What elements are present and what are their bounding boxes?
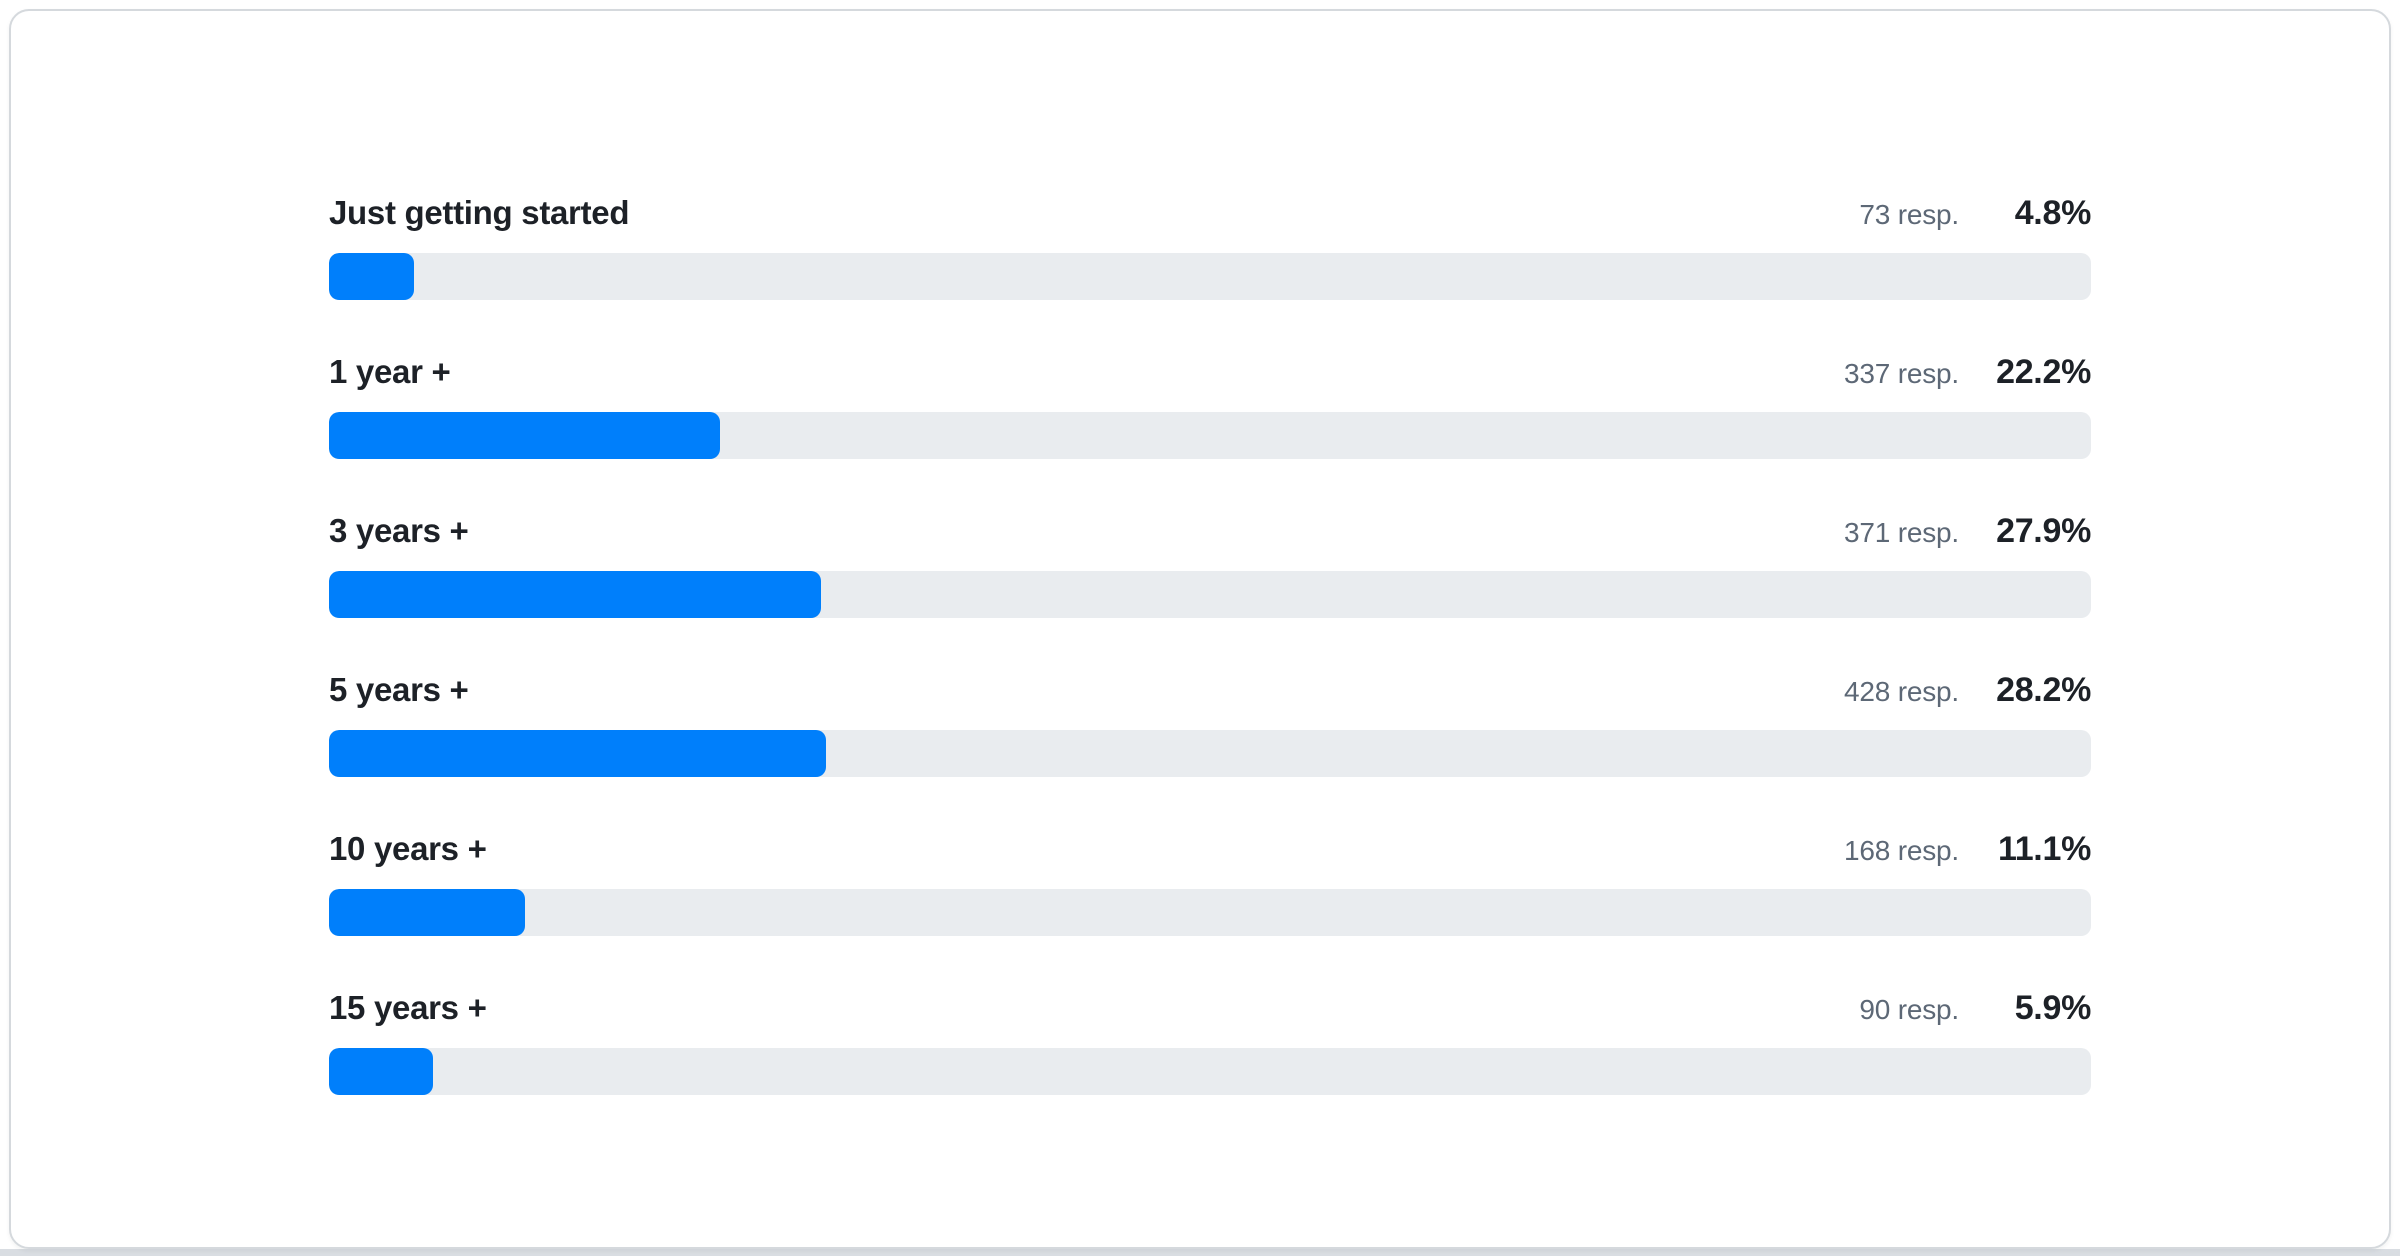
row-header: 1 year + 337 resp. 22.2% [329, 350, 2091, 396]
bar-fill [329, 253, 414, 300]
answer-row: 15 years + 90 resp. 5.9% [329, 986, 2091, 1095]
percentage-value: 27.9% [1996, 512, 2091, 550]
answer-row: 1 year + 337 resp. 22.2% [329, 350, 2091, 459]
response-count: 428 resp. [1844, 676, 1959, 707]
row-header: 15 years + 90 resp. 5.9% [329, 986, 2091, 1032]
response-count: 371 resp. [1844, 517, 1959, 548]
percentage-value: 11.1% [1997, 830, 2091, 868]
bar-fill [329, 730, 826, 777]
response-count: 73 resp. [1859, 199, 1959, 230]
page-background-strip [0, 1249, 2400, 1256]
answer-row: 3 years + 371 resp. 27.9% [329, 509, 2091, 618]
row-header: 3 years + 371 resp. 27.9% [329, 509, 2091, 555]
response-count: 90 resp. [1859, 994, 1959, 1025]
row-stats: 337 resp. 22.2% [1844, 350, 2091, 396]
row-stats: 168 resp. 11.1% [1844, 827, 2091, 873]
percentage-value: 5.9% [2014, 989, 2092, 1027]
row-header: Just getting started 73 resp. 4.8% [329, 191, 2091, 237]
row-header: 10 years + 168 resp. 11.1% [329, 827, 2091, 873]
percentage-value: 22.2% [1996, 353, 2091, 391]
results-card: Just getting started 73 resp. 4.8% 1 yea… [9, 9, 2391, 1249]
bar-track [329, 412, 2091, 459]
bar-fill [329, 412, 721, 459]
response-count: 337 resp. [1844, 358, 1959, 389]
row-stats: 428 resp. 28.2% [1844, 668, 2091, 714]
bar-track [329, 571, 2091, 618]
bar-fill [329, 889, 525, 936]
bar-fill [329, 1048, 433, 1095]
percentage-value: 4.8% [2014, 194, 2092, 232]
row-stats: 90 resp. 5.9% [1859, 986, 2091, 1032]
row-header: 5 years + 428 resp. 28.2% [329, 668, 2091, 714]
row-stats: 371 resp. 27.9% [1844, 509, 2091, 555]
bar-track [329, 730, 2091, 777]
answer-row: 10 years + 168 resp. 11.1% [329, 827, 2091, 936]
answer-label: 3 years + [329, 512, 469, 549]
answer-label: 10 years + [329, 830, 487, 867]
bar-track [329, 253, 2091, 300]
answer-label: 5 years + [329, 671, 469, 708]
response-count: 168 resp. [1844, 835, 1959, 866]
bar-fill [329, 571, 821, 618]
percentage-value: 28.2% [1996, 671, 2091, 709]
answer-row: Just getting started 73 resp. 4.8% [329, 191, 2091, 300]
answer-row: 5 years + 428 resp. 28.2% [329, 668, 2091, 777]
row-stats: 73 resp. 4.8% [1859, 191, 2091, 237]
survey-results-chart: Just getting started 73 resp. 4.8% 1 yea… [329, 191, 2091, 1145]
answer-label: Just getting started [329, 194, 630, 231]
bar-track [329, 889, 2091, 936]
answer-label: 1 year + [329, 353, 451, 390]
bar-track [329, 1048, 2091, 1095]
answer-label: 15 years + [329, 989, 487, 1026]
